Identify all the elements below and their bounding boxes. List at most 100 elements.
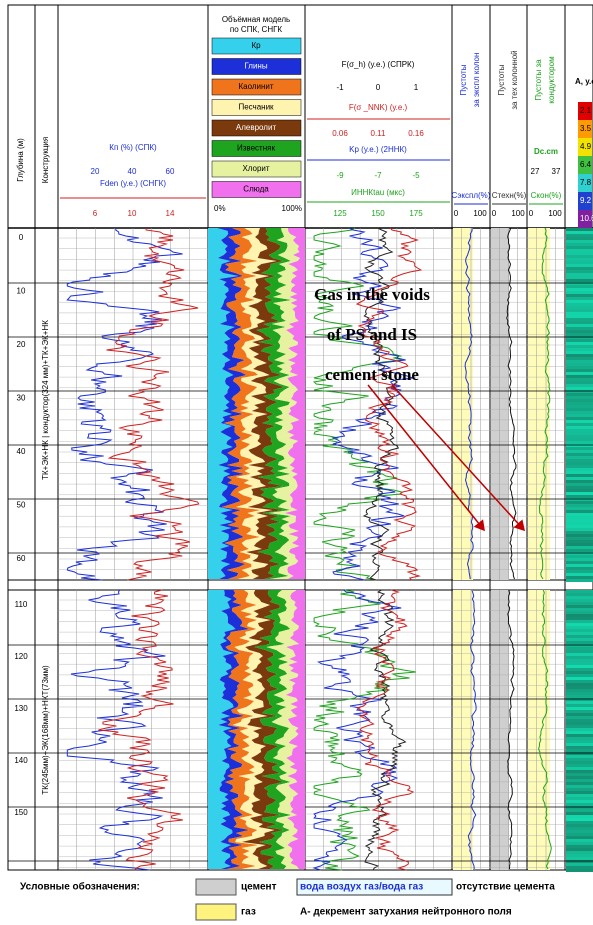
a-column bbox=[566, 231, 593, 234]
a-column bbox=[566, 294, 593, 297]
a-column bbox=[566, 593, 593, 596]
a-column bbox=[566, 830, 593, 833]
a-column bbox=[566, 492, 593, 495]
label: 150 bbox=[371, 209, 385, 218]
a-column bbox=[566, 429, 593, 432]
a-column bbox=[566, 605, 593, 608]
a-column bbox=[566, 842, 593, 845]
a-column bbox=[566, 549, 593, 552]
a-column bbox=[566, 384, 593, 387]
label: 125 bbox=[333, 209, 347, 218]
label: 0 bbox=[529, 209, 534, 218]
a-column bbox=[566, 339, 593, 342]
a-column bbox=[566, 809, 593, 812]
a-column bbox=[566, 752, 593, 755]
label: 6 bbox=[93, 209, 98, 218]
a-column bbox=[566, 812, 593, 815]
a-column bbox=[566, 576, 593, 579]
label: Пустоты bbox=[459, 64, 468, 95]
a-column bbox=[566, 806, 593, 809]
label: Kp (у.е.) (2ННК) bbox=[349, 145, 407, 154]
a-column bbox=[566, 258, 593, 261]
a-column bbox=[566, 411, 593, 414]
a-column bbox=[566, 863, 593, 866]
a-column bbox=[566, 561, 593, 564]
label: 100 bbox=[511, 209, 525, 218]
label: 14 bbox=[166, 209, 175, 218]
a-column bbox=[566, 342, 593, 345]
a-column bbox=[566, 360, 593, 363]
a-column bbox=[566, 734, 593, 737]
label: вода воздух газ/вода газ bbox=[300, 882, 423, 893]
a-column bbox=[566, 321, 593, 324]
label: 37 bbox=[552, 167, 561, 176]
a-column bbox=[566, 264, 593, 267]
label: 0 bbox=[376, 83, 381, 92]
a-column bbox=[566, 707, 593, 710]
a-column bbox=[566, 291, 593, 294]
a-column bbox=[566, 414, 593, 417]
a-column bbox=[566, 288, 593, 291]
a-column bbox=[566, 372, 593, 375]
a-column bbox=[566, 369, 593, 372]
label: Стехн(%) bbox=[492, 191, 527, 200]
a-column bbox=[566, 534, 593, 537]
a-column bbox=[566, 393, 593, 396]
label: 10 bbox=[128, 209, 137, 218]
a-column bbox=[566, 228, 593, 231]
a-column bbox=[566, 803, 593, 806]
label: 100% bbox=[282, 204, 302, 213]
a-column bbox=[566, 866, 593, 869]
label: Глубина (м) bbox=[16, 138, 25, 182]
a-column bbox=[566, 432, 593, 435]
a-column bbox=[566, 558, 593, 561]
label: 7.8 bbox=[580, 178, 592, 187]
a-column bbox=[566, 794, 593, 797]
a-column bbox=[566, 671, 593, 674]
label: А- декремент затухания нейтронного поля bbox=[300, 907, 512, 918]
a-column bbox=[566, 555, 593, 558]
a-column bbox=[566, 267, 593, 270]
a-column bbox=[566, 348, 593, 351]
a-column bbox=[566, 489, 593, 492]
a-column bbox=[566, 354, 593, 357]
a-column bbox=[566, 363, 593, 366]
a-column bbox=[566, 240, 593, 243]
a-column bbox=[566, 797, 593, 800]
a-column bbox=[566, 827, 593, 830]
a-column bbox=[566, 851, 593, 854]
a-column bbox=[566, 617, 593, 620]
label: отсутствие цемента bbox=[456, 882, 555, 893]
a-column bbox=[566, 408, 593, 411]
a-column bbox=[566, 674, 593, 677]
a-column bbox=[566, 387, 593, 390]
a-column bbox=[566, 477, 593, 480]
a-column bbox=[566, 255, 593, 258]
a-column bbox=[566, 722, 593, 725]
label: F(σ_h) (у.е.) (СПРК) bbox=[342, 60, 415, 69]
label: Глины bbox=[244, 62, 267, 71]
label: по СПК, СНГК bbox=[230, 25, 283, 34]
a-column bbox=[566, 279, 593, 282]
a-column bbox=[566, 719, 593, 722]
a-column bbox=[566, 546, 593, 549]
label: 9.2 bbox=[580, 196, 592, 205]
depth-label: 110 bbox=[15, 600, 28, 609]
a-column bbox=[566, 641, 593, 644]
a-column bbox=[566, 297, 593, 300]
depth-label: 20 bbox=[17, 340, 26, 349]
a-column bbox=[566, 318, 593, 321]
a-column bbox=[566, 417, 593, 420]
a-column bbox=[566, 704, 593, 707]
label: -5 bbox=[412, 171, 420, 180]
a-column bbox=[566, 564, 593, 567]
a-column bbox=[566, 785, 593, 788]
a-column bbox=[566, 821, 593, 824]
a-column bbox=[566, 282, 593, 285]
a-column bbox=[566, 626, 593, 629]
a-column bbox=[566, 324, 593, 327]
a-column bbox=[566, 507, 593, 510]
a-column bbox=[566, 381, 593, 384]
depth-label: 10 bbox=[17, 287, 26, 296]
a-column bbox=[566, 312, 593, 315]
